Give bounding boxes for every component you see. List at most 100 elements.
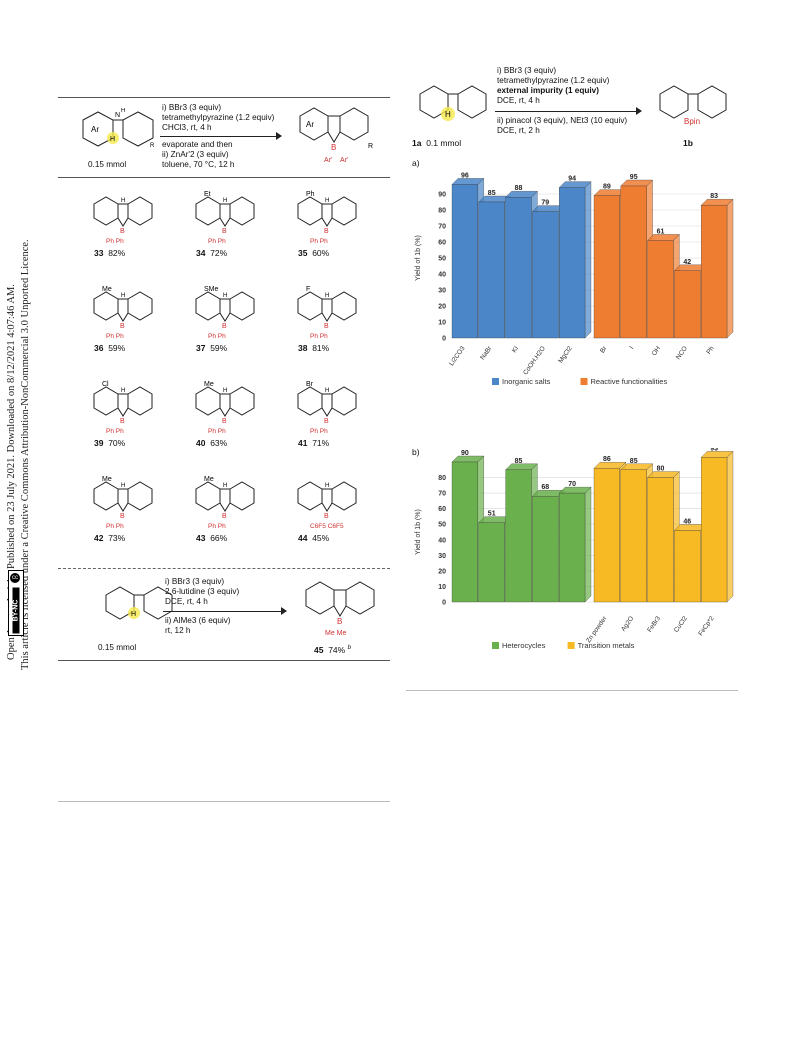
product45-structure: B Me Me (305, 581, 375, 637)
product-41: B H Ph Ph Br 41 71% (292, 380, 384, 455)
svg-text:Ar: Ar (91, 125, 99, 134)
cond45-1: i) BBr3 (3 equiv) (165, 577, 225, 586)
boron-substituents: Ph Ph (208, 238, 226, 245)
ring-substituent: SMe (204, 286, 219, 293)
y-tick-label: 0 (442, 600, 446, 607)
ring-substituent: Et (204, 191, 211, 198)
product-39: B H Ph Ph Cl 39 70% (88, 380, 180, 455)
product-label: 43 66% (196, 533, 228, 543)
y-tick-label: 10 (438, 584, 446, 591)
bar-value-label: 94 (568, 176, 576, 183)
svg-text:Bpin: Bpin (684, 117, 700, 126)
legend-label: Reactive functionalities (591, 377, 668, 386)
y-axis-label: Yield of 1b (%) (415, 235, 422, 281)
svg-text:H: H (121, 483, 125, 489)
category-label: FeBr3 (646, 615, 662, 634)
svg-text:R: R (150, 143, 155, 149)
ring-substituent: Me (102, 286, 112, 293)
ring-substituent: F (306, 286, 310, 293)
svg-text:B: B (120, 323, 125, 330)
svg-text:B: B (120, 513, 125, 520)
product-label: 37 59% (196, 343, 228, 353)
category-label: MgCl2 (557, 345, 574, 365)
panel-b-label: b) (412, 447, 420, 457)
boron-substituents: Ph Ph (208, 333, 226, 340)
product-38: B H Ph Ph F 38 81% (292, 285, 384, 360)
boron-substituents: Ph Ph (208, 523, 226, 530)
cond-2: tetramethylpyrazine (1.2 equiv) (162, 113, 275, 122)
reaction-arrow (160, 136, 280, 137)
product-label: 41 71% (298, 438, 330, 448)
y-tick-label: 70 (438, 491, 446, 498)
svg-text:B: B (324, 323, 329, 330)
svg-text:H: H (325, 483, 329, 489)
bar (532, 211, 559, 339)
ring-substituent: Cl (102, 381, 109, 388)
product-label: 35 60% (298, 248, 330, 258)
legend-swatch (580, 378, 588, 385)
svg-text:B: B (120, 418, 125, 425)
svg-text:H: H (223, 388, 227, 394)
product-34: B H Ph Ph Et 34 72% (190, 190, 282, 265)
category-label: CuCl2 (673, 615, 689, 634)
y-tick-label: 80 (438, 475, 446, 482)
rcond-5: ii) pinacol (3 equiv), NEt3 (10 equiv) (497, 116, 628, 125)
y-tick-label: 20 (438, 568, 446, 575)
svg-text:H: H (121, 108, 125, 114)
boron-substituents: Ph Ph (208, 428, 226, 435)
prod-1b-label: 1b (683, 138, 693, 148)
reaction-arrow-45 (163, 611, 285, 612)
boron-substituents: C6F5 C6F5 (310, 523, 344, 530)
arrow-head (276, 132, 282, 140)
svg-text:Ar': Ar' (324, 157, 332, 164)
cond45-3: DCE, rt, 4 h (165, 597, 208, 606)
y-tick-label: 80 (438, 208, 446, 215)
product-label: 40 63% (196, 438, 228, 448)
cond-6: toluene, 70 °C, 12 h (162, 160, 235, 169)
bar-value-label: 70 (568, 481, 576, 488)
cc-license-badge[interactable]: cc BY-NC (8, 570, 24, 636)
bar (674, 530, 701, 603)
cond45-4: ii) AlMe3 (6 equiv) (165, 616, 231, 625)
table-header-rule (58, 177, 390, 178)
y-tick-label: 30 (438, 288, 446, 295)
product-label: 39 70% (94, 438, 126, 448)
dashed-divider (58, 568, 390, 570)
bar-value-label: 88 (515, 185, 523, 192)
bar (620, 185, 647, 339)
svg-text:Me Me: Me Me (325, 630, 347, 637)
boron-substituents: Ph Ph (310, 333, 328, 340)
y-tick-label: 0 (442, 336, 446, 343)
legend-swatch (567, 642, 575, 649)
by-nc-label: BY-NC (12, 587, 20, 634)
svg-text:B: B (222, 418, 227, 425)
legend-label: Transition metals (578, 641, 635, 650)
svg-text:B: B (337, 617, 342, 626)
svg-text:H: H (325, 293, 329, 299)
cond45-2: 2,6-lutidine (3 equiv) (165, 587, 240, 596)
reaction-arrow-right (495, 111, 640, 112)
sm45-amount: 0.15 mmol (98, 643, 137, 652)
bar (451, 461, 478, 603)
y-tick-label: 20 (438, 304, 446, 311)
product-44: B H C6F5 C6F5 44 45% (292, 475, 384, 550)
y-tick-label: 40 (438, 537, 446, 544)
svg-text:H: H (121, 293, 125, 299)
product-33: B H Ph Ph 33 82% (88, 190, 180, 265)
y-tick-label: 90 (438, 192, 446, 199)
left-footer-rule (58, 801, 390, 802)
svg-text:H: H (445, 110, 451, 119)
sm-1a-structure: H (419, 85, 487, 121)
bar-chart-b: 0 10 20 30 40 50 60 70 80 Yield of 1b (%) 90 51 85 68… (415, 448, 734, 650)
y-tick-label: 60 (438, 506, 446, 513)
cc-icon: cc (10, 573, 20, 583)
cond-3: CHCl3, rt, 4 h (162, 123, 212, 132)
bar-value-label: 42 (683, 259, 691, 266)
y-tick-label: 60 (438, 240, 446, 247)
legend-swatch (492, 642, 499, 649)
boron-substituents: Ph Ph (106, 333, 124, 340)
category-label: NaBr (479, 344, 494, 361)
bar (593, 195, 620, 339)
rcond-6: DCE, rt, 2 h (497, 126, 540, 135)
category-label: CoOH.H2O (522, 345, 547, 376)
